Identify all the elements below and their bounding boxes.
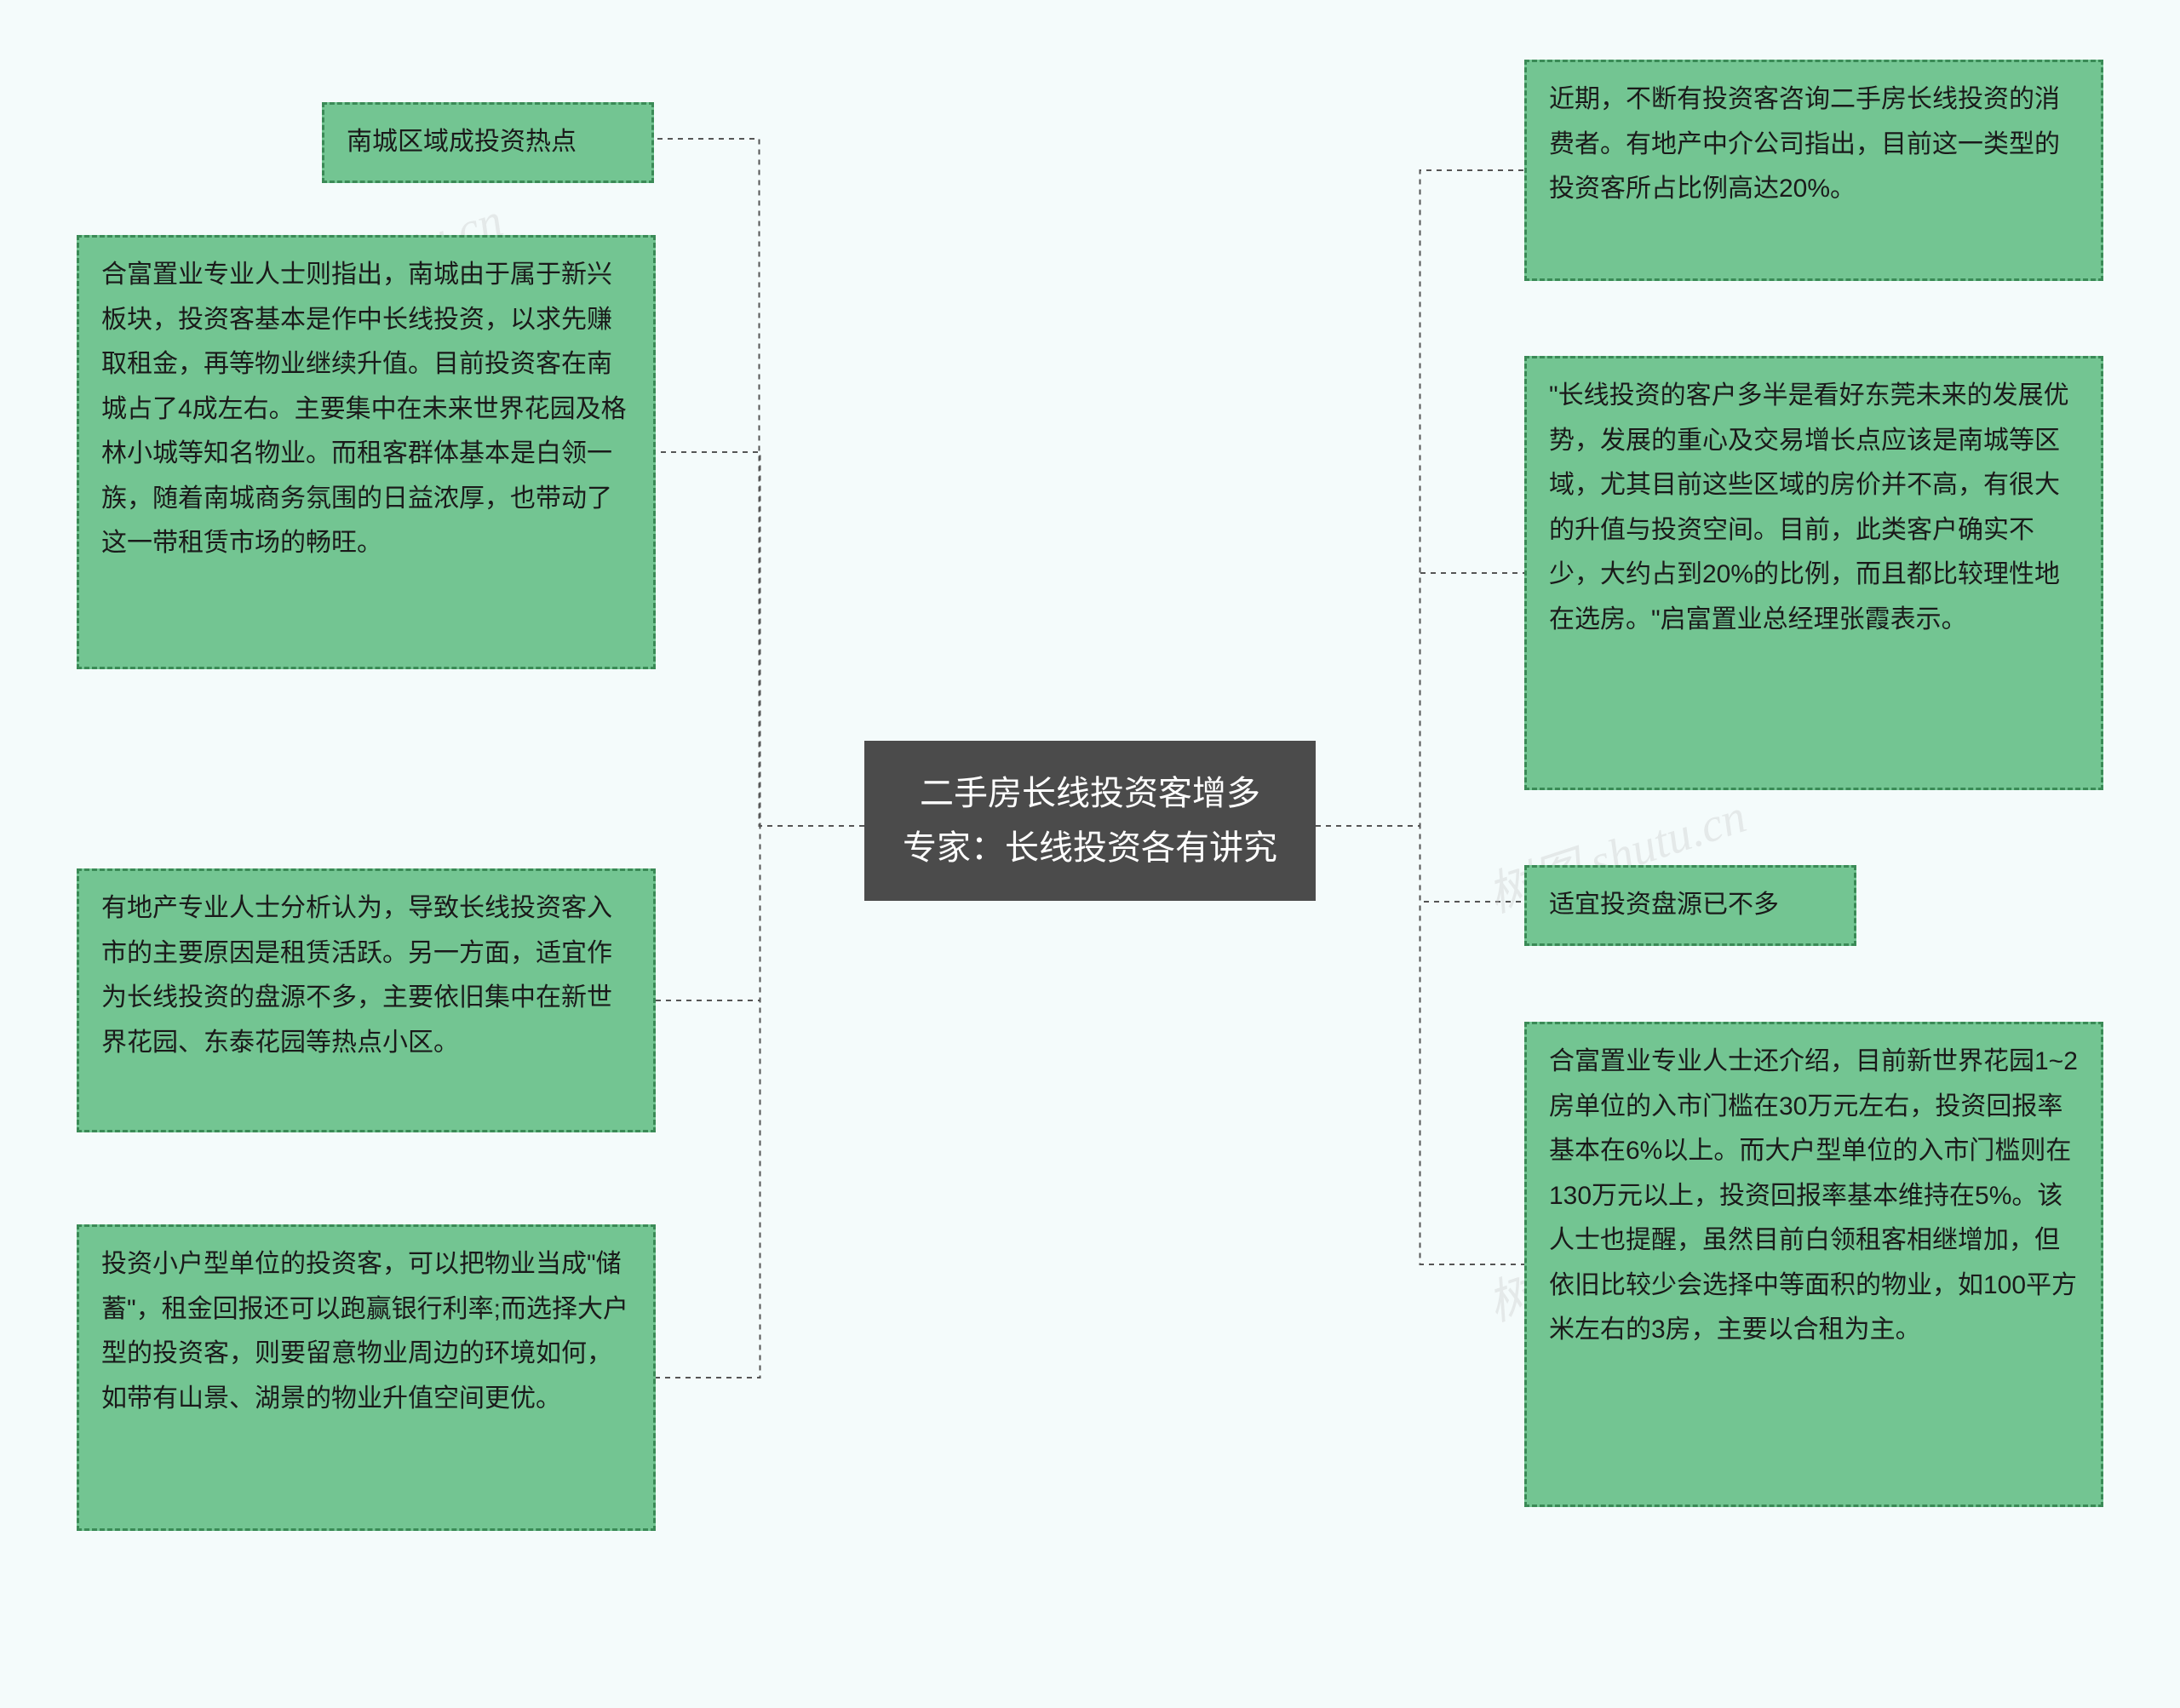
mindmap-node-R2: "长线投资的客户多半是看好东莞未来的发展优势，发展的重心及交易增长点应该是南城等… [1524, 356, 2103, 790]
node-text: 合富置业专业人士还介绍，目前新世界花园1~2房单位的入市门槛在30万元左右，投资… [1549, 1047, 2078, 1344]
connector [1316, 826, 1524, 1264]
node-text: 近期，不断有投资客咨询二手房长线投资的消费者。有地产中介公司指出，目前这一类型的… [1549, 85, 2060, 203]
connector [656, 452, 864, 826]
connector [656, 826, 864, 1000]
connector [1316, 573, 1524, 826]
center-text: 二手房长线投资客增多 专家：长线投资各有讲究 [903, 775, 1277, 867]
node-text: 南城区域成投资热点 [347, 128, 577, 156]
mindmap-node-L1: 南城区域成投资热点 [322, 102, 654, 183]
connector [1316, 170, 1524, 826]
mindmap-node-R3: 适宜投资盘源已不多 [1524, 865, 1856, 946]
connector [1316, 826, 1524, 902]
connector [656, 826, 864, 1378]
node-text: "长线投资的客户多半是看好东莞未来的发展优势，发展的重心及交易增长点应该是南城等… [1549, 381, 2069, 633]
connector [654, 139, 864, 826]
mindmap-node-L3: 有地产专业人士分析认为，导致长线投资客入市的主要原因是租赁活跃。另一方面，适宜作… [77, 868, 656, 1132]
mindmap-node-L4: 投资小户型单位的投资客，可以把物业当成"储蓄"，租金回报还可以跑赢银行利率;而选… [77, 1224, 656, 1531]
node-text: 投资小户型单位的投资客，可以把物业当成"储蓄"，租金回报还可以跑赢银行利率;而选… [101, 1250, 628, 1413]
mindmap-node-R4: 合富置业专业人士还介绍，目前新世界花园1~2房单位的入市门槛在30万元左右，投资… [1524, 1022, 2103, 1507]
node-text: 合富置业专业人士则指出，南城由于属于新兴板块，投资客基本是作中长线投资，以求先赚… [101, 261, 627, 557]
node-text: 有地产专业人士分析认为，导致长线投资客入市的主要原因是租赁活跃。另一方面，适宜作… [101, 894, 612, 1057]
mindmap-node-R1: 近期，不断有投资客咨询二手房长线投资的消费者。有地产中介公司指出，目前这一类型的… [1524, 60, 2103, 281]
mindmap-node-L2: 合富置业专业人士则指出，南城由于属于新兴板块，投资客基本是作中长线投资，以求先赚… [77, 235, 656, 669]
center-node: 二手房长线投资客增多 专家：长线投资各有讲究 [864, 741, 1316, 901]
node-text: 适宜投资盘源已不多 [1549, 891, 1779, 919]
